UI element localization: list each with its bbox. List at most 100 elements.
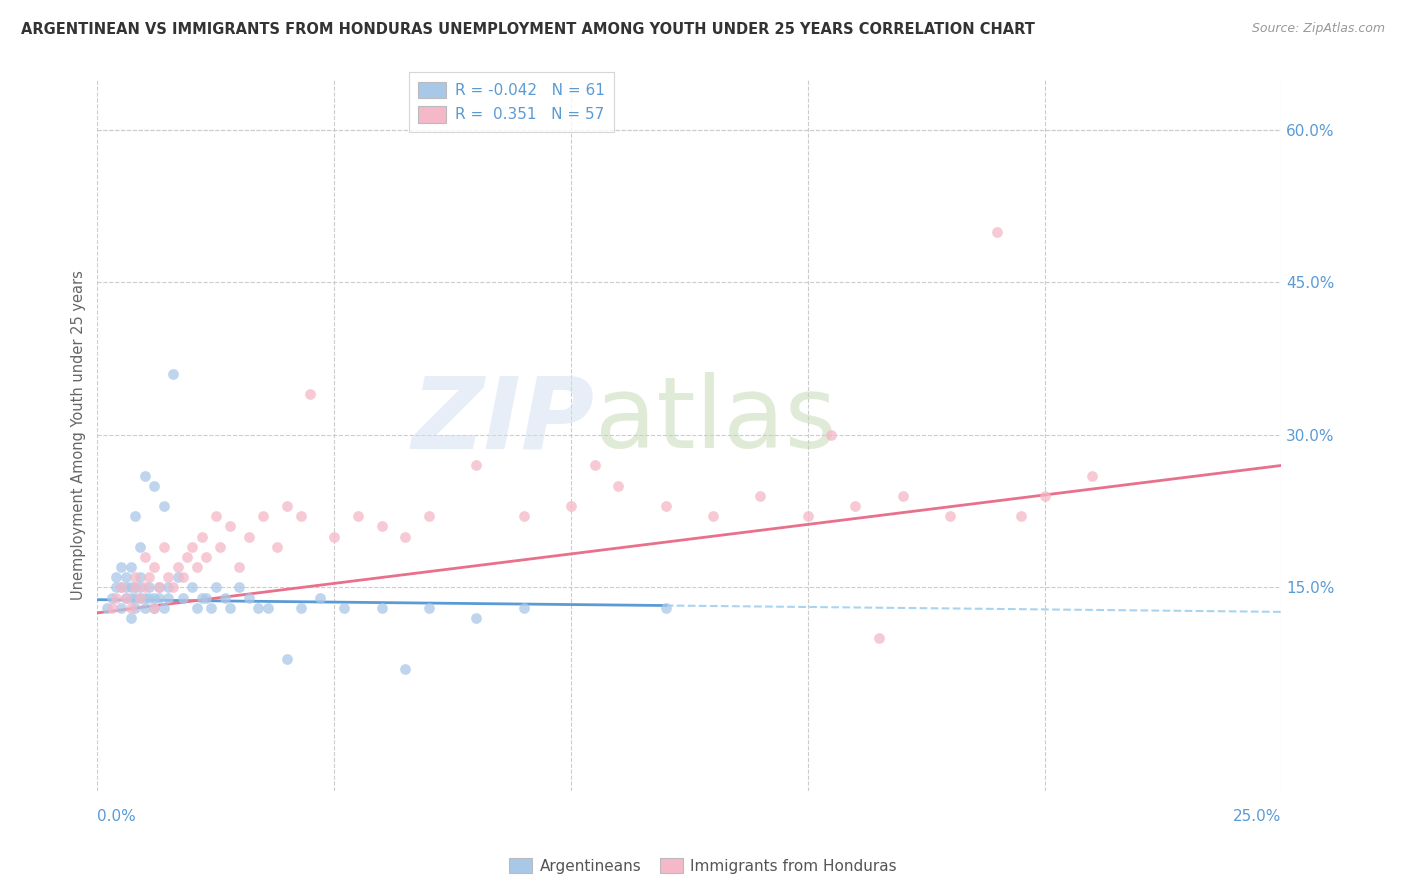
Point: [266, 540, 288, 554]
Point: [583, 458, 606, 473]
Point: [190, 591, 212, 605]
Point: [868, 632, 890, 646]
Text: ARGENTINEAN VS IMMIGRANTS FROM HONDURAS UNEMPLOYMENT AMONG YOUTH UNDER 25 YEARS : ARGENTINEAN VS IMMIGRANTS FROM HONDURAS …: [21, 22, 1035, 37]
Point: [143, 560, 166, 574]
Point: [512, 509, 534, 524]
Point: [418, 509, 440, 524]
Point: [138, 570, 160, 584]
Point: [200, 600, 222, 615]
Point: [560, 499, 582, 513]
Point: [186, 600, 208, 615]
Point: [172, 570, 194, 584]
Point: [134, 549, 156, 564]
Point: [219, 519, 242, 533]
Point: [370, 519, 392, 533]
Point: [299, 387, 322, 401]
Point: [114, 591, 136, 605]
Point: [124, 581, 146, 595]
Point: [290, 600, 312, 615]
Point: [129, 570, 152, 584]
Point: [152, 540, 174, 554]
Point: [394, 662, 416, 676]
Point: [186, 560, 208, 574]
Point: [238, 591, 260, 605]
Point: [120, 581, 142, 595]
Point: [167, 560, 190, 574]
Point: [465, 458, 488, 473]
Point: [238, 530, 260, 544]
Point: [124, 509, 146, 524]
Point: [148, 581, 170, 595]
Point: [309, 591, 332, 605]
Point: [939, 509, 962, 524]
Point: [157, 591, 180, 605]
Point: [176, 549, 198, 564]
Point: [157, 570, 180, 584]
Point: [129, 591, 152, 605]
Point: [1033, 489, 1056, 503]
Point: [134, 591, 156, 605]
Point: [114, 581, 136, 595]
Point: [114, 591, 136, 605]
Point: [465, 611, 488, 625]
Point: [607, 479, 630, 493]
Point: [120, 611, 142, 625]
Point: [124, 581, 146, 595]
Point: [152, 600, 174, 615]
Point: [152, 499, 174, 513]
Point: [214, 591, 236, 605]
Point: [120, 591, 142, 605]
Point: [162, 581, 184, 595]
Point: [332, 600, 354, 615]
Point: [134, 600, 156, 615]
Point: [157, 581, 180, 595]
Point: [394, 530, 416, 544]
Text: ZIP: ZIP: [412, 372, 595, 469]
Point: [105, 581, 128, 595]
Point: [204, 581, 226, 595]
Point: [143, 600, 166, 615]
Point: [204, 509, 226, 524]
Point: [512, 600, 534, 615]
Point: [181, 540, 204, 554]
Point: [114, 570, 136, 584]
Point: [110, 581, 132, 595]
Y-axis label: Unemployment Among Youth under 25 years: Unemployment Among Youth under 25 years: [72, 270, 86, 600]
Point: [190, 530, 212, 544]
Point: [120, 600, 142, 615]
Point: [228, 581, 250, 595]
Point: [323, 530, 346, 544]
Point: [100, 600, 122, 615]
Point: [148, 581, 170, 595]
Point: [181, 581, 204, 595]
Point: [110, 600, 132, 615]
Point: [844, 499, 866, 513]
Point: [124, 591, 146, 605]
Point: [247, 600, 270, 615]
Point: [257, 600, 280, 615]
Point: [749, 489, 772, 503]
Point: [195, 591, 218, 605]
Point: [105, 591, 128, 605]
Point: [167, 570, 190, 584]
Legend: R = -0.042   N = 61, R =  0.351   N = 57: R = -0.042 N = 61, R = 0.351 N = 57: [409, 72, 614, 132]
Point: [347, 509, 370, 524]
Point: [134, 468, 156, 483]
Point: [100, 591, 122, 605]
Point: [134, 581, 156, 595]
Point: [195, 549, 218, 564]
Point: [820, 428, 842, 442]
Text: 25.0%: 25.0%: [1233, 809, 1281, 824]
Point: [105, 570, 128, 584]
Point: [129, 581, 152, 595]
Point: [228, 560, 250, 574]
Point: [276, 651, 298, 665]
Point: [986, 225, 1008, 239]
Point: [110, 560, 132, 574]
Point: [138, 581, 160, 595]
Point: [110, 581, 132, 595]
Point: [143, 600, 166, 615]
Text: atlas: atlas: [595, 372, 837, 469]
Point: [129, 540, 152, 554]
Point: [219, 600, 242, 615]
